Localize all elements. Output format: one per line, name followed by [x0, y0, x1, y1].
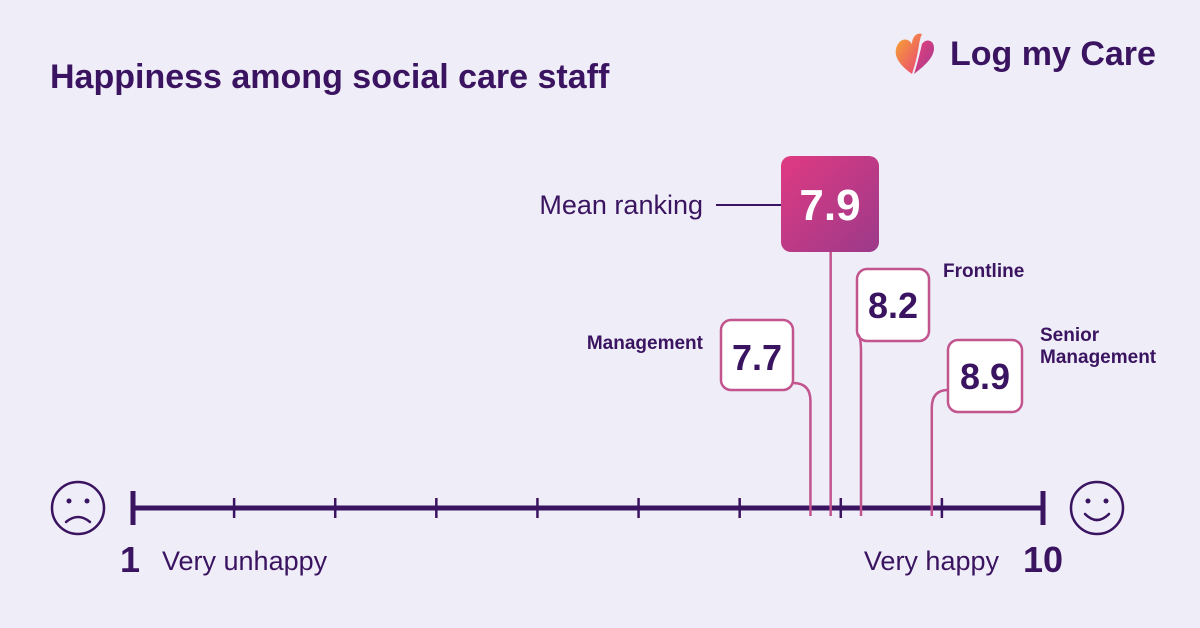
- group-name-line-2: Management: [1040, 347, 1157, 368]
- group-value-box-senior-management: [946, 338, 1024, 414]
- group-marker-frontline: Frontline 8.2: [855, 261, 1024, 516]
- group-value-box-management: [719, 318, 795, 392]
- group-connector-senior-management: [930, 388, 949, 516]
- brand-name: Log my Care: [950, 34, 1156, 73]
- group-marker-management: Management 7.7: [587, 318, 812, 516]
- chart-title: Happiness among social care staff: [50, 58, 610, 96]
- group-value-box-frontline: [855, 267, 931, 343]
- heart-flame-logo-icon: [895, 33, 934, 74]
- group-value-management: 7.7: [732, 337, 782, 378]
- mean-marker: Mean ranking 7.9: [539, 156, 879, 516]
- scale-low-label: Very unhappy: [162, 546, 328, 576]
- group-value-senior-management: 8.9: [960, 356, 1010, 397]
- group-marker-senior-management: Senior Management 8.9: [930, 325, 1157, 516]
- mean-value-label: 7.9: [799, 181, 860, 230]
- axis-min-label: 1: [120, 539, 140, 580]
- group-connector-frontline: [856, 332, 863, 516]
- group-name-senior-management: Senior Management: [1040, 325, 1157, 368]
- group-name-line-1: Senior: [1040, 325, 1100, 346]
- group-value-frontline: 8.2: [868, 285, 918, 326]
- mean-value-box: [781, 156, 879, 252]
- scale-high-label: Very happy: [864, 546, 1000, 576]
- group-name-management: Management: [587, 333, 704, 354]
- sad-face-icon: [50, 480, 106, 536]
- mean-label: Mean ranking: [539, 190, 703, 220]
- group-connector-management: [792, 381, 812, 516]
- axis-max-label: 10: [1023, 539, 1063, 580]
- brand-logo: Log my Care: [890, 30, 1156, 78]
- group-name-frontline: Frontline: [943, 261, 1024, 282]
- happy-face-icon: [1069, 480, 1125, 536]
